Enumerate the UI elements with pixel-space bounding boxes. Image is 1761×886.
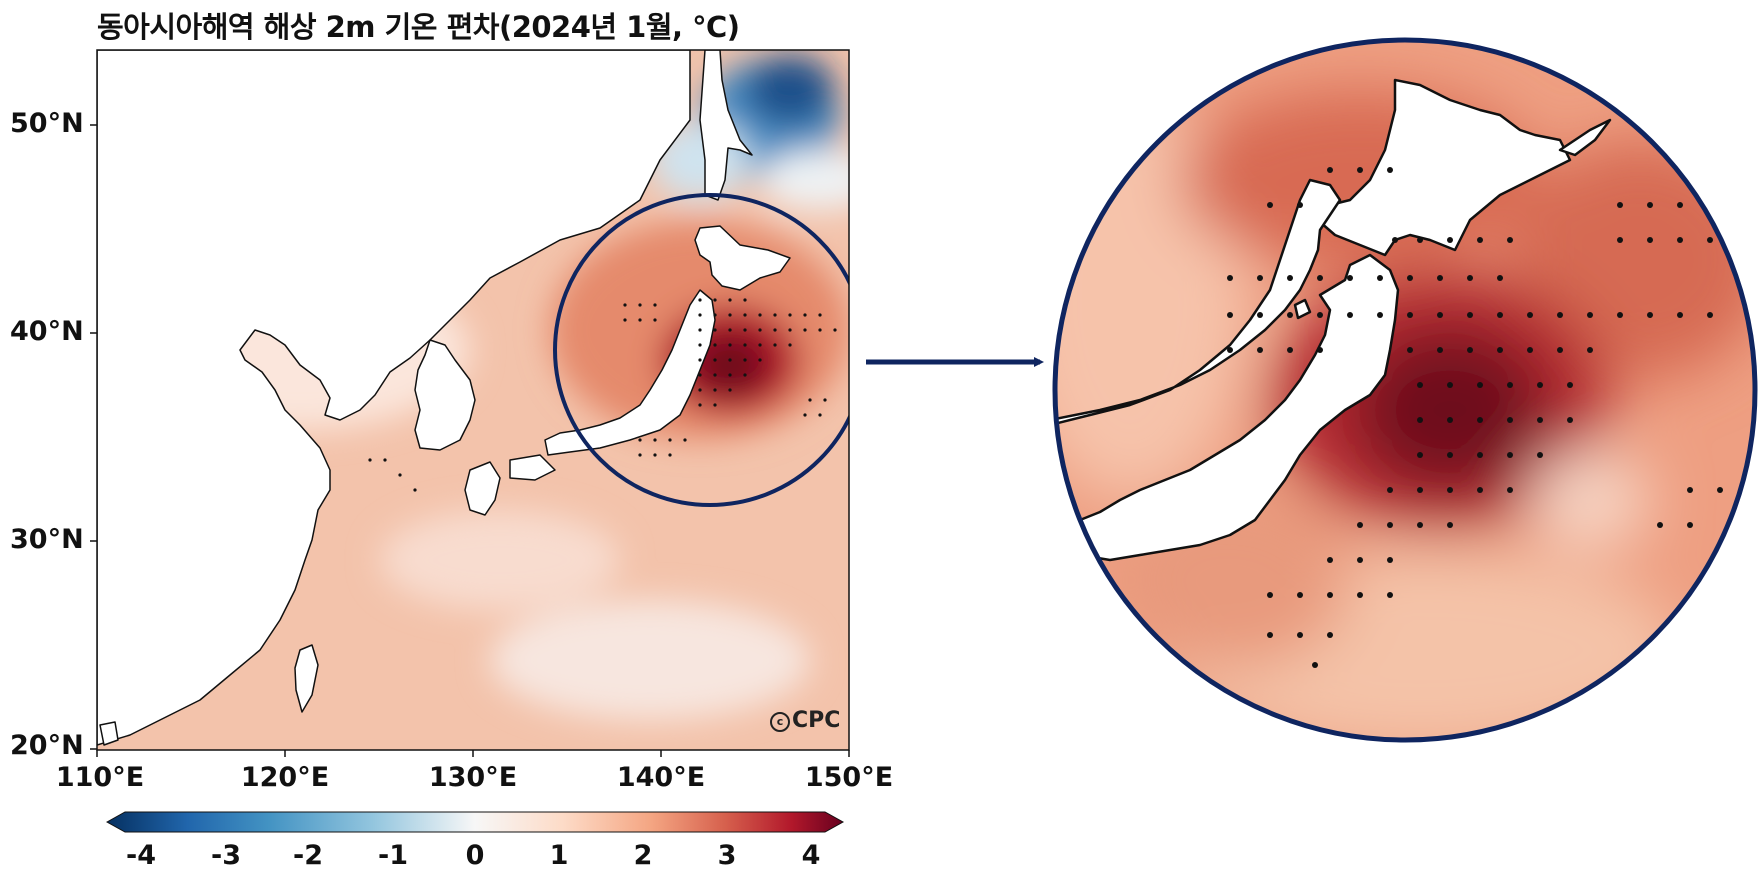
copyright-icon: c [770, 712, 790, 732]
colorbar-label: 2 [633, 840, 653, 871]
hainan [99, 721, 119, 746]
map-title: 동아시아해역 해상 2m 기온 편차(2024년 1월, ℃) [97, 10, 740, 44]
colorbar-label: -3 [211, 840, 241, 871]
colorbar-label: -2 [293, 840, 323, 871]
hokkaido [694, 225, 791, 291]
lon-label-140: 140°E [616, 762, 706, 793]
honshu [544, 289, 716, 456]
credit-text: CPC [792, 708, 841, 733]
lat-label-30: 30°N [10, 524, 84, 555]
land-masses [97, 50, 791, 746]
axis-ticks [90, 124, 850, 757]
colorbar-label: 3 [717, 840, 737, 871]
colorbar-label: -4 [126, 840, 156, 871]
lon-label-150: 150°E [804, 762, 894, 793]
taiwan [294, 644, 319, 713]
lat-label-50: 50°N [10, 108, 84, 139]
inset-hokkaido [1318, 78, 1572, 257]
lon-label-120: 120°E [240, 762, 330, 793]
sakhalin-island [699, 50, 753, 201]
shikoku [509, 454, 556, 481]
lon-label-110: 110°E [55, 762, 145, 793]
colorbar-label: -1 [378, 840, 408, 871]
korean-peninsula [414, 339, 476, 451]
colorbar-label: 4 [801, 840, 821, 871]
colorbar [105, 811, 845, 833]
lat-label-20: 20°N [10, 730, 84, 761]
kyushu [464, 461, 501, 516]
inset-kuril [1558, 118, 1612, 157]
inset-sado [1293, 298, 1312, 320]
cpc-credit: c CPC [770, 708, 840, 733]
zoomed-inset [1055, 40, 1755, 740]
inset-continent [1055, 178, 1342, 427]
anomaly-map [97, 50, 849, 750]
zoom-inset-border [1052, 37, 1758, 743]
colorbar-label: 1 [549, 840, 569, 871]
lat-label-40: 40°N [10, 316, 84, 347]
inset-field-shading [1055, 90, 1755, 740]
inset-significance-dots [1227, 167, 1723, 668]
colorbar-label: 0 [465, 840, 485, 871]
mainland-asia [97, 50, 691, 746]
lon-label-130: 130°E [428, 762, 518, 793]
zoom-region-circle [553, 193, 849, 507]
significance-dots [368, 298, 837, 492]
